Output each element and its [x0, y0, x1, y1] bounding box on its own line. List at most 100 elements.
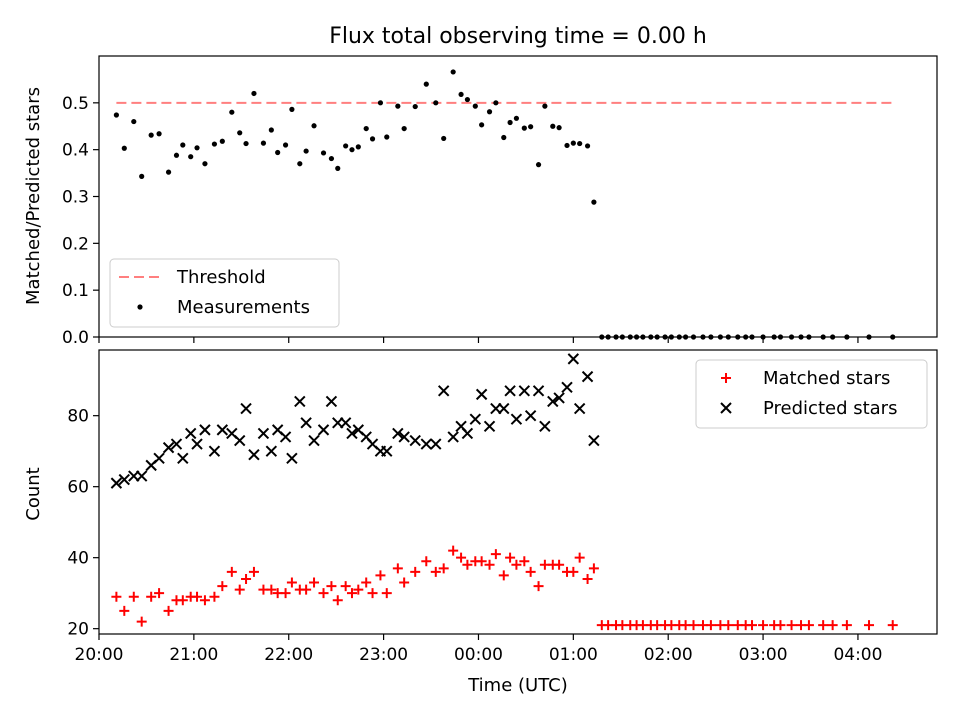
- predicted-star-point: [339, 417, 352, 429]
- measurement-point: [113, 112, 119, 118]
- predicted-star-point: [524, 409, 537, 422]
- matched-star-point: [375, 570, 386, 581]
- matched-star-point: [154, 588, 165, 599]
- matched-star-point: [841, 620, 852, 631]
- matched-star-point: [280, 588, 291, 599]
- measurement-point: [355, 144, 361, 150]
- matched-star-point: [392, 563, 403, 574]
- matched-star-point: [786, 620, 797, 631]
- matched-star-point: [421, 556, 432, 567]
- predicted-star-point: [184, 427, 197, 440]
- matched-star-point: [803, 620, 814, 631]
- predicted-star-point: [420, 438, 433, 450]
- legend-label: Threshold: [176, 267, 266, 288]
- measurement-point: [251, 90, 257, 97]
- measurement-point: [479, 122, 485, 128]
- top-y-tick-label: 0.4: [62, 141, 89, 161]
- measurement-point: [289, 106, 295, 112]
- measurement-point: [528, 124, 534, 130]
- bottom-x-tick-label: 02:00: [644, 645, 693, 665]
- predicted-star-point: [588, 434, 600, 447]
- matched-star-point: [309, 577, 320, 588]
- measurement-point: [395, 103, 401, 109]
- measurement-point: [229, 109, 235, 115]
- matched-star-point: [226, 566, 237, 577]
- predicted-star-point: [110, 477, 123, 489]
- measurement-point: [521, 125, 527, 131]
- matched-star-point: [498, 570, 509, 581]
- measurement-point: [450, 69, 456, 75]
- measurement-point: [458, 91, 464, 98]
- predicted-star-point: [561, 381, 573, 393]
- matched-star-point: [326, 581, 337, 592]
- measurement-point: [507, 119, 513, 126]
- matched-star-point: [588, 563, 599, 574]
- measurement-point: [369, 136, 376, 142]
- measurement-point: [513, 115, 520, 121]
- bottom-y-axis-label: Count: [23, 467, 44, 520]
- legend-matched-swatch: [721, 373, 731, 383]
- measurement-point: [542, 103, 548, 109]
- matched-star-point: [688, 620, 699, 631]
- matched-star-point: [286, 577, 297, 588]
- predicted-star-point: [300, 417, 312, 429]
- bottom-y-tick-label: 40: [67, 549, 89, 569]
- measurement-point: [211, 141, 218, 147]
- predicted-star-point: [483, 420, 496, 433]
- measurement-point: [275, 149, 281, 156]
- matched-star-point: [525, 566, 536, 577]
- matched-star-point: [758, 620, 769, 631]
- measurement-point: [311, 123, 317, 129]
- bottom-legend: Matched stars Predicted stars: [695, 359, 928, 429]
- measurement-point: [219, 138, 225, 144]
- predicted-star-point: [234, 434, 246, 447]
- top-y-tick-label: 0.0: [62, 328, 89, 348]
- matched-star-point: [723, 620, 734, 631]
- measurement-point: [584, 143, 591, 149]
- bottom-series-predicted-stars: [110, 353, 600, 489]
- matched-star-point: [818, 620, 829, 631]
- measurement-point: [320, 150, 327, 156]
- matched-star-point: [747, 620, 758, 631]
- predicted-star-point: [162, 441, 175, 454]
- predicted-star-point: [581, 370, 594, 383]
- predicted-star-point: [191, 438, 203, 450]
- measurement-point: [282, 142, 289, 148]
- predicted-star-point: [135, 470, 148, 482]
- legend-label: Matched stars: [763, 368, 890, 389]
- legend-predicted-swatch: [720, 402, 732, 414]
- measurement-point: [472, 103, 478, 109]
- measurement-point: [493, 100, 499, 106]
- bottom-x-tick-label: 22:00: [264, 645, 313, 665]
- matched-star-point: [775, 620, 786, 631]
- predicted-star-point: [573, 402, 586, 415]
- bottom-x-tick-label: 01:00: [549, 645, 598, 665]
- matched-star-point: [438, 563, 449, 574]
- top-legend: Threshold Measurements: [109, 258, 340, 328]
- matched-star-point: [361, 577, 372, 588]
- predicted-star-point: [409, 434, 421, 447]
- measurement-point: [180, 142, 186, 148]
- matched-star-point: [887, 620, 898, 631]
- measurement-point: [194, 145, 200, 151]
- predicted-star-point: [170, 438, 183, 450]
- bottom-x-tick-label: 00:00: [454, 645, 503, 665]
- matched-star-point: [136, 616, 147, 627]
- matched-star-point: [410, 566, 421, 577]
- matched-star-point: [399, 577, 410, 588]
- measurement-point: [423, 81, 429, 87]
- legend-box: [109, 258, 340, 328]
- predicted-star-point: [518, 385, 531, 397]
- predicted-star-point: [510, 413, 523, 425]
- predicted-star-point: [308, 434, 320, 447]
- measurement-point: [377, 100, 384, 106]
- measurement-point: [501, 134, 507, 141]
- matched-star-point: [554, 559, 565, 570]
- measurement-point: [363, 125, 369, 132]
- matched-star-point: [301, 584, 312, 595]
- matched-star-point: [490, 549, 501, 560]
- predicted-star-point: [392, 427, 404, 440]
- top-y-tick-label: 0.3: [62, 188, 89, 208]
- measurement-point: [173, 152, 180, 158]
